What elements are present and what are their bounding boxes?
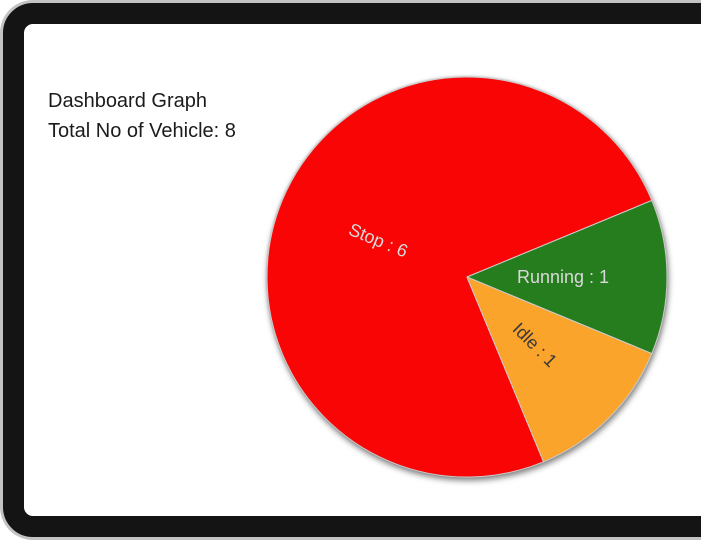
- pie-slice-running[interactable]: [466, 199, 668, 355]
- chart-title: Dashboard Graph: [48, 90, 207, 112]
- pie-slice-idle[interactable]: [466, 276, 653, 463]
- pie-slice-label-running: Running : 1: [517, 267, 609, 287]
- vehicle-total-label: Total No of Vehicle: 8: [48, 120, 236, 142]
- pie-slice-stop[interactable]: [266, 76, 653, 478]
- chart-header: Dashboard Graph Total No of Vehicle: 8: [48, 86, 236, 146]
